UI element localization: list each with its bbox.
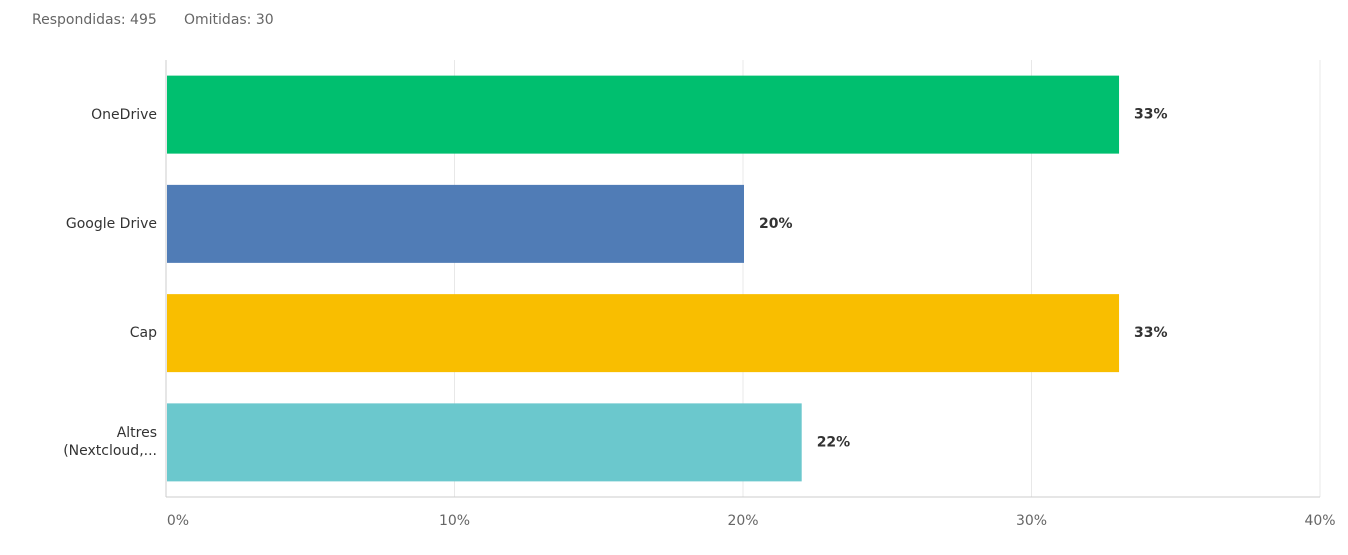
bar	[167, 403, 802, 482]
category-label: OneDrive	[91, 106, 157, 123]
value-label: 33%	[1134, 107, 1168, 123]
category-label: Altres (Nextcloud,...	[63, 425, 157, 460]
x-tick-label: 40%	[1304, 513, 1335, 529]
x-tick-label: 30%	[1016, 513, 1047, 529]
x-tick-label: 20%	[727, 513, 758, 529]
category-label: Cap	[129, 325, 157, 342]
bar	[167, 75, 1120, 154]
value-label: 22%	[817, 434, 851, 450]
value-label: 20%	[759, 216, 793, 232]
x-tick-label: 0%	[167, 513, 189, 529]
x-tick-label: 10%	[439, 513, 470, 529]
bar	[167, 294, 1120, 373]
value-label: 33%	[1134, 325, 1168, 341]
category-label: Google Drive	[65, 215, 157, 232]
responded-count: Respondidas: 495	[32, 12, 157, 28]
skipped-count: Omitidas: 30	[184, 12, 274, 28]
bar	[167, 184, 744, 263]
